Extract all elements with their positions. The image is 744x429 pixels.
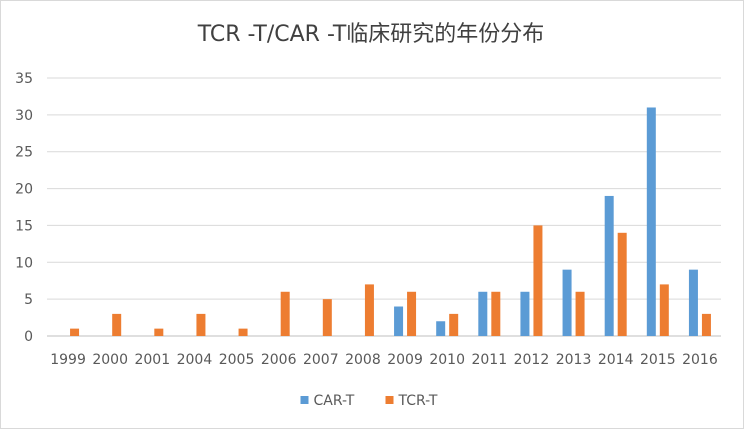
bar-tcr-t-2004 — [196, 313, 206, 336]
x-tick-label: 2008 — [345, 352, 381, 368]
bar-car-t-2015 — [646, 107, 656, 336]
bar-tcr-t-2010 — [449, 313, 459, 336]
bars — [70, 107, 711, 336]
x-tick-label: 2006 — [261, 352, 297, 368]
legend-swatch-car-t — [300, 396, 309, 404]
x-tick-label: 2010 — [429, 352, 465, 368]
bar-car-t-2012 — [520, 291, 530, 336]
bar-tcr-t-2000 — [112, 313, 122, 336]
bar-tcr-t-2001 — [154, 328, 164, 336]
legend-label-car-t: CAR-T — [314, 393, 355, 409]
bar-tcr-t-2009 — [407, 291, 417, 336]
bar-tcr-t-2007 — [322, 299, 332, 336]
x-tick-label: 2012 — [514, 352, 550, 368]
x-tick-label: 2015 — [640, 352, 676, 368]
y-tick-label: 25 — [15, 145, 33, 161]
x-tick-label: 2004 — [177, 352, 213, 368]
x-tick-label: 2009 — [387, 352, 423, 368]
bar-tcr-t-1999 — [70, 328, 80, 336]
legend-label-tcr-t: TCR-T — [398, 393, 438, 409]
y-tick-label: 5 — [24, 292, 33, 308]
bar-car-t-2016 — [688, 269, 698, 336]
legend-swatch-tcr-t — [385, 396, 394, 404]
x-axis-tick-labels: 1999 2000 2001 2004 2005 2006 2007 2008 2009 2010… — [50, 352, 718, 368]
gridlines — [47, 77, 721, 337]
x-tick-label: 2007 — [303, 352, 339, 368]
y-tick-label: 10 — [15, 255, 33, 271]
y-tick-label: 15 — [15, 218, 33, 234]
bar-car-t-2009 — [394, 306, 404, 336]
bar-tcr-t-2006 — [280, 291, 290, 336]
bar-tcr-t-2013 — [575, 291, 585, 336]
y-tick-label: 35 — [15, 71, 33, 87]
bar-car-t-2010 — [436, 321, 446, 336]
x-tick-label: 2013 — [556, 352, 592, 368]
y-tick-label: 20 — [15, 182, 33, 198]
bar-tcr-t-2011 — [491, 291, 501, 336]
x-tick-label: 2001 — [134, 352, 170, 368]
y-tick-label: 0 — [24, 329, 33, 345]
bar-tcr-t-2016 — [701, 313, 711, 336]
bar-car-t-2013 — [562, 269, 572, 336]
bar-tcr-t-2015 — [659, 284, 669, 336]
bar-tcr-t-2008 — [364, 284, 374, 336]
x-tick-label: 2005 — [219, 352, 255, 368]
x-tick-label: 1999 — [50, 352, 86, 368]
x-tick-label: 2011 — [471, 352, 507, 368]
bar-car-t-2011 — [478, 291, 488, 336]
x-tick-label: 2000 — [92, 352, 128, 368]
legend: CAR-T TCR-T — [300, 393, 438, 409]
bar-tcr-t-2005 — [238, 328, 248, 336]
bar-car-t-2014 — [604, 195, 614, 336]
bar-tcr-t-2012 — [533, 225, 543, 336]
x-tick-label: 2014 — [598, 352, 634, 368]
chart-title: TCR -T/CAR -T临床研究的年份分布 — [197, 22, 545, 47]
y-axis-tick-labels: 0 5 10 15 20 25 30 35 — [15, 71, 33, 345]
y-tick-label: 30 — [15, 108, 33, 124]
x-tick-label: 2016 — [682, 352, 718, 368]
bar-tcr-t-2014 — [617, 232, 627, 336]
